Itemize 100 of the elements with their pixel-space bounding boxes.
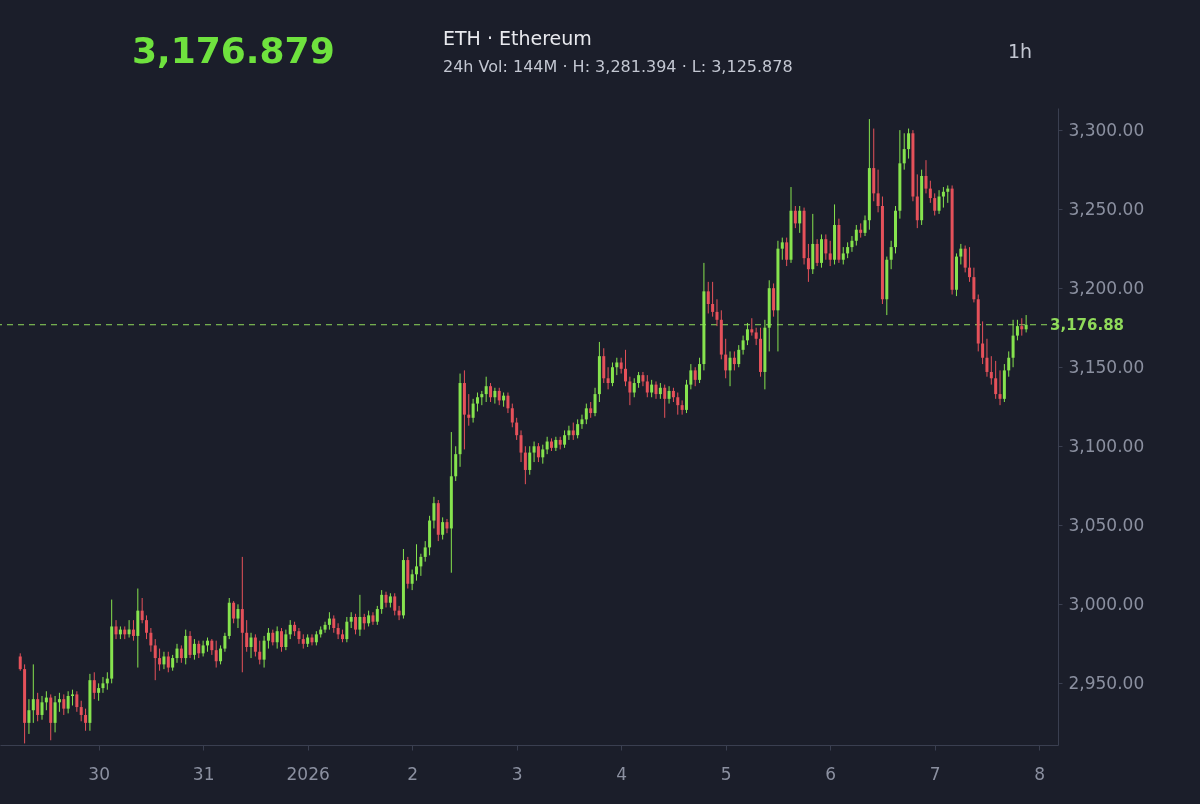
candlestick bbox=[419, 553, 423, 577]
candlestick bbox=[62, 693, 66, 716]
candlestick bbox=[711, 281, 715, 318]
candlestick bbox=[232, 600, 236, 624]
x-tick-label: 7 bbox=[929, 763, 941, 784]
candlestick bbox=[576, 418, 580, 439]
candlestick bbox=[667, 385, 671, 405]
candlestick bbox=[815, 238, 819, 267]
candlestick bbox=[698, 357, 702, 384]
candlestick bbox=[715, 298, 719, 327]
candlestick bbox=[258, 640, 262, 665]
candlestick bbox=[793, 205, 797, 229]
x-tick-label: 5 bbox=[720, 763, 732, 784]
candlestick bbox=[223, 632, 227, 653]
candlestick bbox=[188, 630, 192, 659]
candlestick bbox=[92, 671, 96, 700]
candlestick bbox=[968, 246, 972, 283]
candlestick bbox=[75, 690, 79, 713]
candlestick bbox=[741, 335, 745, 356]
candlestick bbox=[406, 556, 410, 590]
candlestick bbox=[284, 629, 288, 651]
candlestick bbox=[393, 592, 397, 616]
candlestick bbox=[515, 417, 519, 441]
x-tick-label: 6 bbox=[825, 763, 837, 784]
candlestick bbox=[693, 366, 697, 387]
candlestick bbox=[819, 233, 823, 269]
candlestick bbox=[153, 638, 157, 681]
candlestick bbox=[454, 445, 458, 482]
candlestick bbox=[441, 516, 445, 541]
y-tick-label: 3,050.00 bbox=[1068, 514, 1145, 535]
candlestick bbox=[828, 240, 832, 267]
candlestick bbox=[732, 350, 736, 371]
candlestick bbox=[780, 237, 784, 261]
candlestick bbox=[262, 635, 266, 669]
candlestick bbox=[737, 344, 741, 368]
candlestick bbox=[484, 376, 488, 403]
candlestick bbox=[192, 638, 196, 661]
candlestick bbox=[266, 627, 270, 650]
candlestick bbox=[410, 569, 414, 591]
candlestick bbox=[610, 361, 614, 387]
candlestick bbox=[162, 651, 166, 670]
candlestick bbox=[593, 387, 597, 417]
candlestick bbox=[471, 398, 475, 424]
candlestick bbox=[536, 442, 540, 463]
candlestick bbox=[358, 594, 362, 637]
candlestick bbox=[645, 374, 649, 398]
candlestick bbox=[706, 281, 710, 314]
candlestick bbox=[40, 695, 44, 721]
candlestick bbox=[863, 214, 867, 237]
candlestick bbox=[724, 338, 728, 379]
candlestick bbox=[602, 347, 606, 384]
candlestick bbox=[79, 700, 83, 722]
candlestick bbox=[959, 243, 963, 265]
candlestick bbox=[415, 543, 419, 582]
candlestick bbox=[907, 128, 911, 160]
candlestick bbox=[933, 192, 937, 216]
candlestick bbox=[941, 186, 945, 209]
candlestick bbox=[275, 625, 279, 650]
candlestick bbox=[53, 695, 57, 733]
candlestick bbox=[375, 605, 379, 626]
candlestick bbox=[624, 349, 628, 387]
candlestick bbox=[175, 643, 179, 664]
candlestick bbox=[345, 616, 349, 643]
candlestick bbox=[580, 414, 584, 430]
chart-title: ETH · Ethereum bbox=[443, 27, 592, 49]
candlestick bbox=[680, 399, 684, 416]
candlestick bbox=[785, 237, 789, 267]
candlestick bbox=[889, 240, 893, 270]
candlestick bbox=[336, 622, 340, 640]
candlestick bbox=[994, 360, 998, 400]
candlestick bbox=[131, 619, 135, 642]
candlestick bbox=[114, 619, 118, 640]
y-tick-label: 3,100.00 bbox=[1068, 435, 1145, 456]
candlestick bbox=[57, 692, 61, 713]
x-tick-label: 2026 bbox=[286, 763, 330, 784]
candlestick bbox=[998, 369, 1002, 406]
candlestick bbox=[824, 233, 828, 261]
candlestick bbox=[850, 235, 854, 253]
candlestick bbox=[528, 445, 532, 476]
candlestick bbox=[963, 245, 967, 273]
x-tick-label: 31 bbox=[192, 763, 215, 784]
x-tick-label: 8 bbox=[1034, 763, 1046, 784]
x-tick-label: 2 bbox=[407, 763, 419, 784]
candlestick bbox=[654, 380, 658, 400]
candlestick bbox=[915, 173, 919, 229]
chart-subtitle: 24h Vol: 144M · H: 3,281.394 · L: 3,125.878 bbox=[443, 57, 793, 76]
candlestick bbox=[214, 640, 218, 669]
candlestick bbox=[219, 644, 223, 665]
candlestick bbox=[772, 282, 776, 318]
candlestick bbox=[445, 518, 449, 534]
y-tick-label: 2,950.00 bbox=[1068, 672, 1145, 693]
candlestick bbox=[245, 619, 249, 653]
candlestick bbox=[928, 180, 932, 204]
candlestick bbox=[288, 619, 292, 640]
candlestick bbox=[354, 613, 358, 635]
candlestick bbox=[628, 376, 632, 406]
candlestick bbox=[806, 243, 810, 283]
candlestick bbox=[280, 627, 284, 653]
candlestick bbox=[249, 632, 253, 659]
y-tick-label: 3,200.00 bbox=[1068, 277, 1145, 298]
